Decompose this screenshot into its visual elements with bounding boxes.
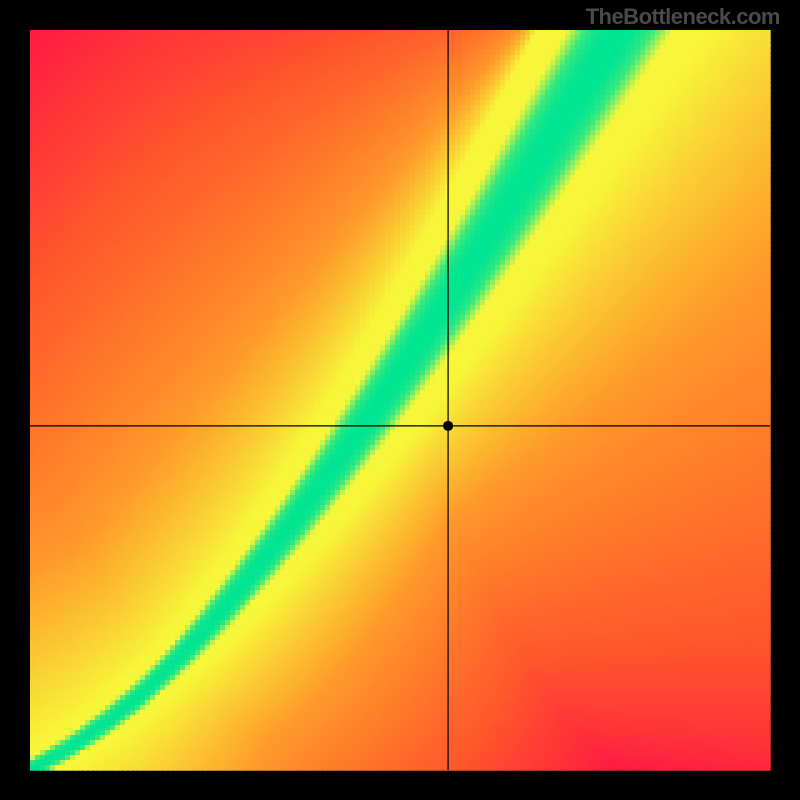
watermark-text: TheBottleneck.com [586, 4, 780, 30]
chart-container: TheBottleneck.com [0, 0, 800, 800]
bottleneck-heatmap [0, 0, 800, 800]
